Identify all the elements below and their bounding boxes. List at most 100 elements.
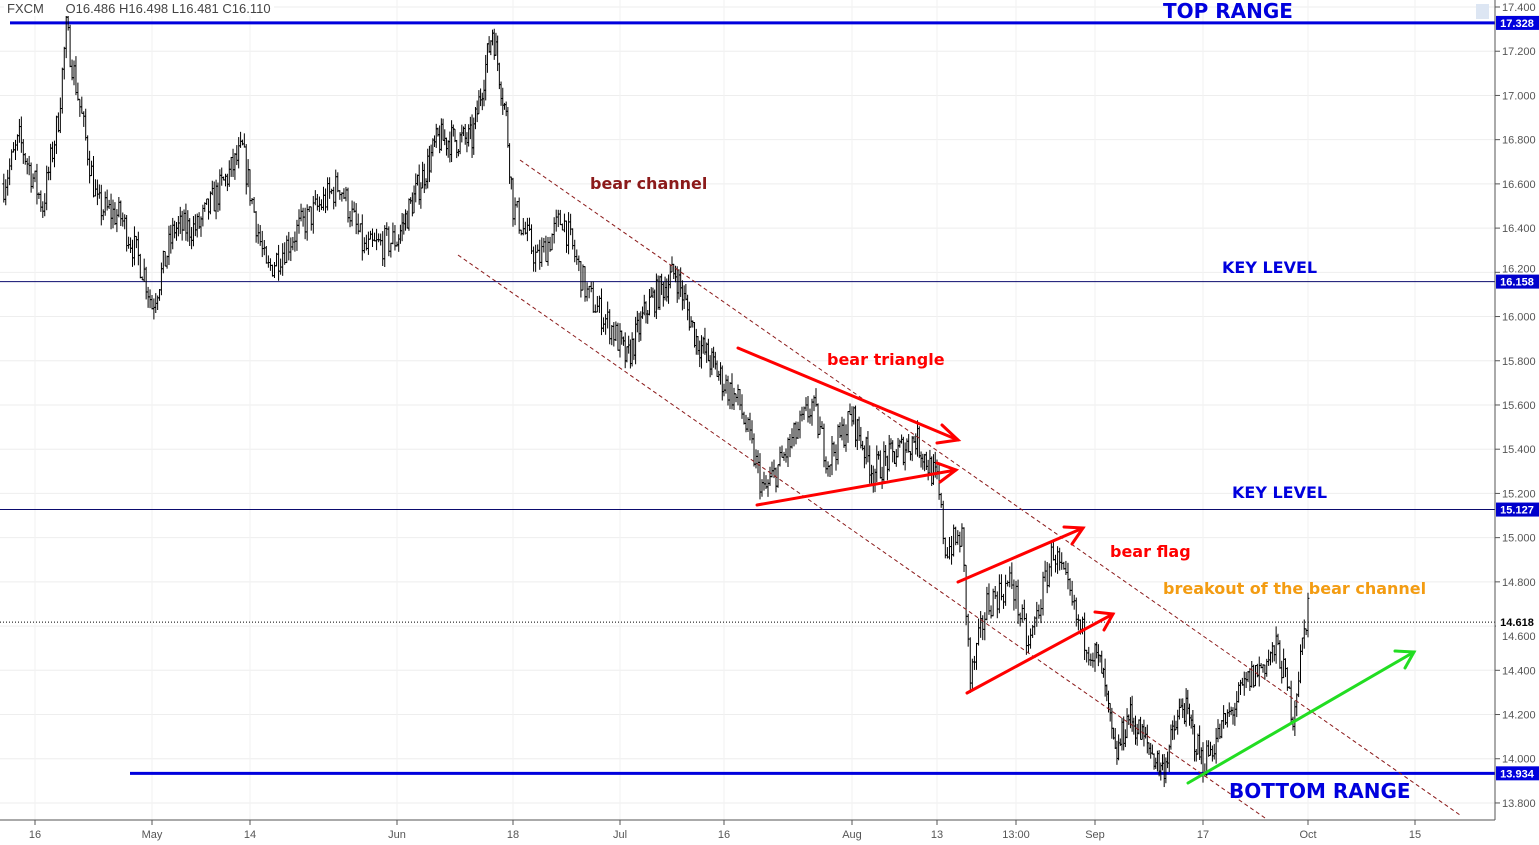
price-bar — [632, 338, 636, 360]
price-bar — [1212, 744, 1216, 760]
price-bar — [1284, 658, 1287, 678]
breakout-label: breakout of the bear channel — [1163, 579, 1427, 598]
price-bar — [473, 107, 477, 130]
price-bar — [287, 231, 291, 261]
time-axis[interactable]: 16 May 14 Jun 18 Jul 16 Aug 13 13:00 Sep 17 Oct 15 — [0, 819, 1495, 841]
price-bar — [908, 451, 912, 461]
price-bar — [80, 96, 84, 114]
price-bar — [233, 153, 237, 180]
price-bar — [610, 325, 614, 346]
price-bar — [326, 177, 330, 211]
price-bar — [1014, 580, 1018, 609]
price-bar — [836, 424, 840, 465]
price-bar — [591, 281, 595, 313]
price-bar — [1282, 648, 1286, 679]
price-bar — [675, 266, 679, 303]
price-bar — [14, 139, 17, 161]
price-bar — [995, 591, 999, 619]
price-bar — [1004, 574, 1008, 606]
price-bar — [235, 145, 239, 166]
price-bar — [1293, 700, 1297, 737]
symbol: FXCM — [7, 1, 44, 16]
price-bar — [558, 209, 562, 226]
price-bar — [1060, 552, 1064, 570]
price-bar — [1149, 742, 1153, 759]
price-bar — [796, 421, 800, 440]
price-bar — [1184, 688, 1188, 727]
bear-channel-lower-line[interactable] — [457, 254, 1266, 819]
price-bar — [550, 233, 554, 251]
price-bar — [754, 449, 758, 469]
price-bar — [1020, 604, 1024, 623]
price-bar — [1174, 720, 1178, 731]
price-bar — [427, 145, 431, 183]
price-bar — [496, 35, 500, 72]
triangle-lower-arrow[interactable] — [755, 468, 958, 507]
price-bar — [931, 454, 935, 485]
price-bar — [740, 394, 744, 419]
price-bar — [658, 275, 662, 311]
price-bar — [989, 605, 993, 619]
price-bar — [291, 236, 295, 251]
price-bar — [99, 184, 103, 226]
price-bar — [479, 88, 483, 107]
scale-toggle-icon[interactable] — [1476, 4, 1489, 19]
price-bar — [2, 173, 6, 203]
price-bar — [852, 406, 856, 425]
price-bar — [92, 156, 95, 198]
x-tick-label: 16 — [718, 829, 730, 841]
price-bar — [682, 285, 686, 309]
price-bar — [656, 275, 660, 310]
price-bar — [497, 62, 501, 90]
price-bar — [880, 466, 884, 489]
price-bar — [97, 184, 101, 199]
price-bar — [544, 235, 548, 263]
price-bar — [439, 118, 443, 151]
price-bar — [82, 111, 86, 127]
price-bar — [205, 198, 209, 205]
price-bar — [834, 444, 838, 471]
price-bar — [391, 222, 395, 245]
price-bar — [463, 123, 467, 145]
price-bar — [54, 115, 58, 154]
price-bar — [748, 412, 752, 441]
bear-channel-upper-line[interactable] — [519, 159, 1461, 816]
price-bar — [1026, 635, 1030, 653]
price-bar — [717, 370, 721, 381]
y-tick-label: 17.200 — [1502, 46, 1536, 58]
price-bar — [1072, 594, 1076, 610]
price-bar — [1002, 593, 1006, 609]
price-bar — [417, 164, 421, 205]
x-tick-label: 17 — [1197, 829, 1209, 841]
price-bar — [644, 301, 648, 324]
price-axis[interactable]: 17.400 17.200 17.000 16.800 16.600 16.400 16.2… — [1476, 0, 1539, 820]
price-bar — [1022, 599, 1026, 621]
price-bar — [850, 406, 854, 427]
price-bar — [1239, 679, 1242, 696]
price-bar — [885, 455, 889, 481]
level-name-key-2: KEY LEVEL — [1232, 483, 1328, 502]
price-bar — [462, 126, 466, 137]
breakout-arrow[interactable] — [1186, 650, 1416, 785]
price-bar — [163, 251, 167, 267]
flag-upper-arrow[interactable] — [956, 526, 1085, 584]
price-bar — [689, 316, 693, 328]
price-bar — [169, 224, 173, 254]
y-tick-label: 15.000 — [1502, 533, 1536, 545]
price-bar — [855, 418, 859, 450]
price-bar — [1041, 571, 1045, 616]
price-bar — [1125, 708, 1129, 739]
flag-lower-arrow[interactable] — [965, 612, 1115, 695]
price-bar — [679, 267, 683, 297]
triangle-upper-arrow[interactable] — [736, 346, 960, 442]
y-tick-label: 17.000 — [1502, 90, 1536, 102]
price-bar — [1161, 754, 1164, 771]
price-bar — [893, 451, 896, 465]
price-bar — [482, 79, 486, 107]
price-bar — [1008, 566, 1012, 588]
price-bar — [244, 144, 248, 195]
arrowhead-icon — [1062, 525, 1086, 546]
price-bar — [1267, 649, 1271, 666]
price-bar — [884, 445, 888, 466]
